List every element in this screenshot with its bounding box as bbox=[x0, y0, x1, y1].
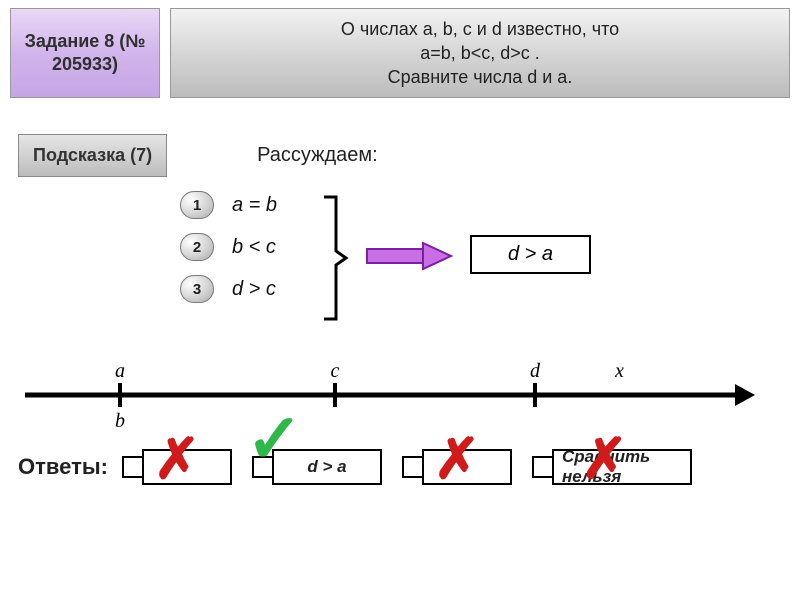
answer-option-2[interactable]: d > a✓ bbox=[252, 449, 382, 485]
header-row: Задание 8 (№ 205933) О числах a, b, c и … bbox=[0, 0, 800, 106]
answer-box: d > a bbox=[272, 449, 382, 485]
hint-button-label: Подсказка (7) bbox=[33, 145, 152, 165]
answer-text: d > a bbox=[307, 457, 346, 477]
task-label: Задание 8 (№ 205933) bbox=[11, 30, 159, 77]
svg-text:a: a bbox=[115, 361, 125, 382]
hint-button[interactable]: Подсказка (7) bbox=[18, 134, 167, 177]
problem-text: О числах a, b, c и d известно, что a=b, … bbox=[341, 17, 619, 90]
step-text-3: d > c bbox=[232, 278, 276, 301]
hint-row: Подсказка (7) Рассуждаем: bbox=[18, 134, 800, 177]
step-pill-2: 2 bbox=[180, 233, 214, 261]
bracket-icon bbox=[320, 193, 350, 323]
answer-box bbox=[422, 449, 512, 485]
answer-text: Сравнить нельзя bbox=[562, 447, 682, 487]
step-3: 3 d > c bbox=[180, 275, 800, 303]
answer-box: Сравнить нельзя bbox=[552, 449, 692, 485]
implies-arrow-icon bbox=[365, 241, 455, 271]
number-line-svg: a b c d x bbox=[25, 361, 765, 431]
reason-label: Рассуждаем: bbox=[257, 144, 378, 167]
reasoning-area: 1 a = b 2 b < c 3 d > c d > a bbox=[180, 191, 800, 341]
svg-text:x: x bbox=[614, 361, 624, 382]
task-badge: Задание 8 (№ 205933) bbox=[10, 8, 160, 98]
answer-box bbox=[142, 449, 232, 485]
number-line: a b c d x bbox=[25, 361, 775, 431]
answer-option-3[interactable]: ✗ bbox=[402, 449, 512, 485]
step-1: 1 a = b bbox=[180, 191, 800, 219]
answer-checkbox[interactable] bbox=[252, 456, 274, 478]
result-box: d > a bbox=[470, 235, 591, 274]
answer-checkbox[interactable] bbox=[402, 456, 424, 478]
answers-label: Ответы: bbox=[18, 454, 108, 480]
problem-statement: О числах a, b, c и d известно, что a=b, … bbox=[170, 8, 790, 98]
step-text-2: b < c bbox=[232, 236, 276, 259]
answer-option-4[interactable]: Сравнить нельзя✗ bbox=[532, 449, 692, 485]
svg-text:d: d bbox=[530, 361, 541, 382]
step-pill-3: 3 bbox=[180, 275, 214, 303]
answer-checkbox[interactable] bbox=[532, 456, 554, 478]
answers-container: ✗ d > a✓ ✗ Сравнить нельзя✗ bbox=[122, 449, 712, 485]
step-text-1: a = b bbox=[232, 194, 277, 217]
answer-option-1[interactable]: ✗ bbox=[122, 449, 232, 485]
step-pill-1: 1 bbox=[180, 191, 214, 219]
svg-text:c: c bbox=[331, 361, 340, 382]
result-text: d > a bbox=[508, 243, 553, 265]
svg-text:b: b bbox=[115, 410, 125, 431]
answers-row: Ответы: ✗ d > a✓ ✗ Сравнить нельзя✗ bbox=[18, 437, 800, 497]
answer-checkbox[interactable] bbox=[122, 456, 144, 478]
